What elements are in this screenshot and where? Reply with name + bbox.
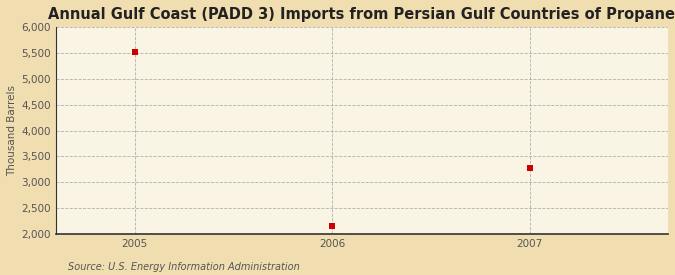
Text: Source: U.S. Energy Information Administration: Source: U.S. Energy Information Administ… (68, 262, 299, 272)
Point (327, 224, 338, 229)
Y-axis label: Thousand Barrels: Thousand Barrels (7, 85, 17, 176)
Point (524, 166, 535, 170)
Point (129, 50, 140, 54)
Title: Annual Gulf Coast (PADD 3) Imports from Persian Gulf Countries of Propane: Annual Gulf Coast (PADD 3) Imports from … (49, 7, 675, 22)
